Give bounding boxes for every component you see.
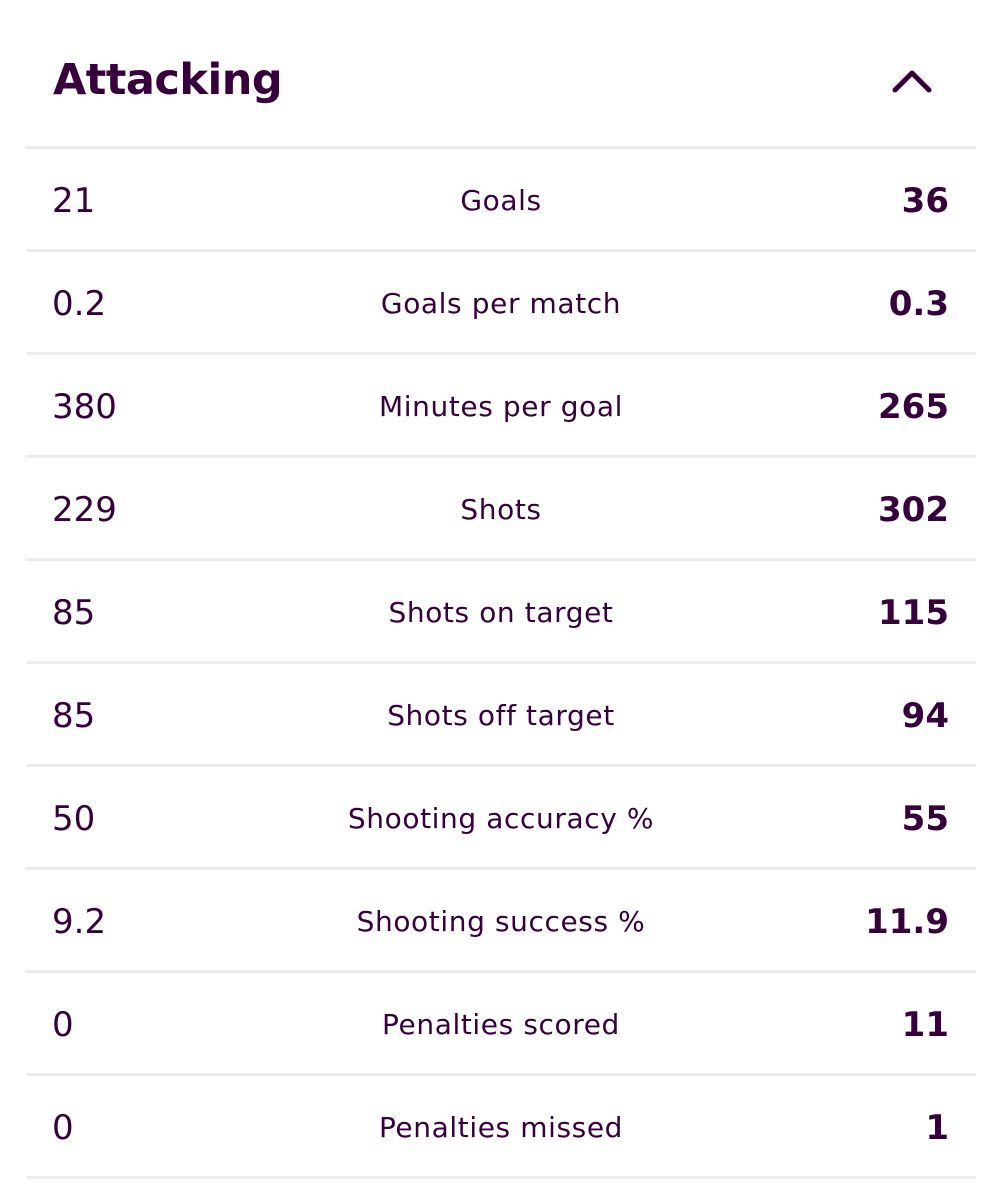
- section-header[interactable]: Attacking: [0, 0, 1002, 146]
- stat-row-goals-per-match: 0.2 Goals per match 0.3: [26, 249, 976, 352]
- stats-table: 21 Goals 36 0.2 Goals per match 0.3 380 …: [26, 146, 976, 1179]
- left-value: 50: [52, 799, 96, 839]
- stat-row-penalties-scored: 0 Penalties scored 11: [26, 970, 976, 1073]
- chevron-up-icon: [892, 70, 932, 93]
- stat-label: Shooting accuracy %: [347, 802, 655, 835]
- stat-label: Shooting success %: [356, 905, 646, 938]
- left-value: 0.2: [52, 284, 107, 324]
- left-value: 380: [52, 387, 117, 427]
- collapse-button[interactable]: [880, 56, 944, 106]
- left-value: 85: [52, 593, 96, 633]
- stat-row-penalties-missed: 0 Penalties missed 1: [26, 1073, 976, 1179]
- stat-row-shooting-success: 9.2 Shooting success % 11.9: [26, 867, 976, 970]
- stat-label: Shots: [460, 493, 542, 526]
- stat-label: Penalties scored: [382, 1008, 620, 1041]
- stat-label: Shots off target: [387, 699, 615, 732]
- right-value: 36: [901, 181, 949, 221]
- right-value: 1: [925, 1108, 949, 1148]
- left-value: 21: [52, 181, 96, 221]
- stat-label: Shots on target: [388, 596, 614, 629]
- stat-row-goals: 21 Goals 36: [26, 146, 976, 249]
- left-value: 229: [52, 490, 117, 530]
- stat-row-shots-on-target: 85 Shots on target 115: [26, 558, 976, 661]
- left-value: 85: [52, 696, 96, 736]
- left-value: 0: [52, 1005, 74, 1045]
- left-value: 0: [52, 1108, 74, 1148]
- right-value: 94: [901, 696, 949, 736]
- stat-label: Goals per match: [380, 287, 622, 320]
- right-value: 115: [878, 593, 949, 633]
- stat-row-shooting-accuracy: 50 Shooting accuracy % 55: [26, 764, 976, 867]
- right-value: 302: [878, 490, 949, 530]
- stat-row-minutes-per-goal: 380 Minutes per goal 265: [26, 352, 976, 455]
- right-value: 11: [901, 1005, 949, 1045]
- stat-row-shots-off-target: 85 Shots off target 94: [26, 661, 976, 764]
- section-title: Attacking: [53, 55, 283, 105]
- right-value: 0.3: [888, 284, 949, 324]
- stat-label: Minutes per goal: [379, 390, 623, 423]
- stat-label: Penalties missed: [378, 1111, 624, 1144]
- stat-label: Goals: [460, 184, 542, 217]
- right-value: 265: [878, 387, 949, 427]
- right-value: 55: [901, 799, 949, 839]
- stat-row-shots: 229 Shots 302: [26, 455, 976, 558]
- left-value: 9.2: [52, 902, 107, 942]
- right-value: 11.9: [865, 902, 949, 942]
